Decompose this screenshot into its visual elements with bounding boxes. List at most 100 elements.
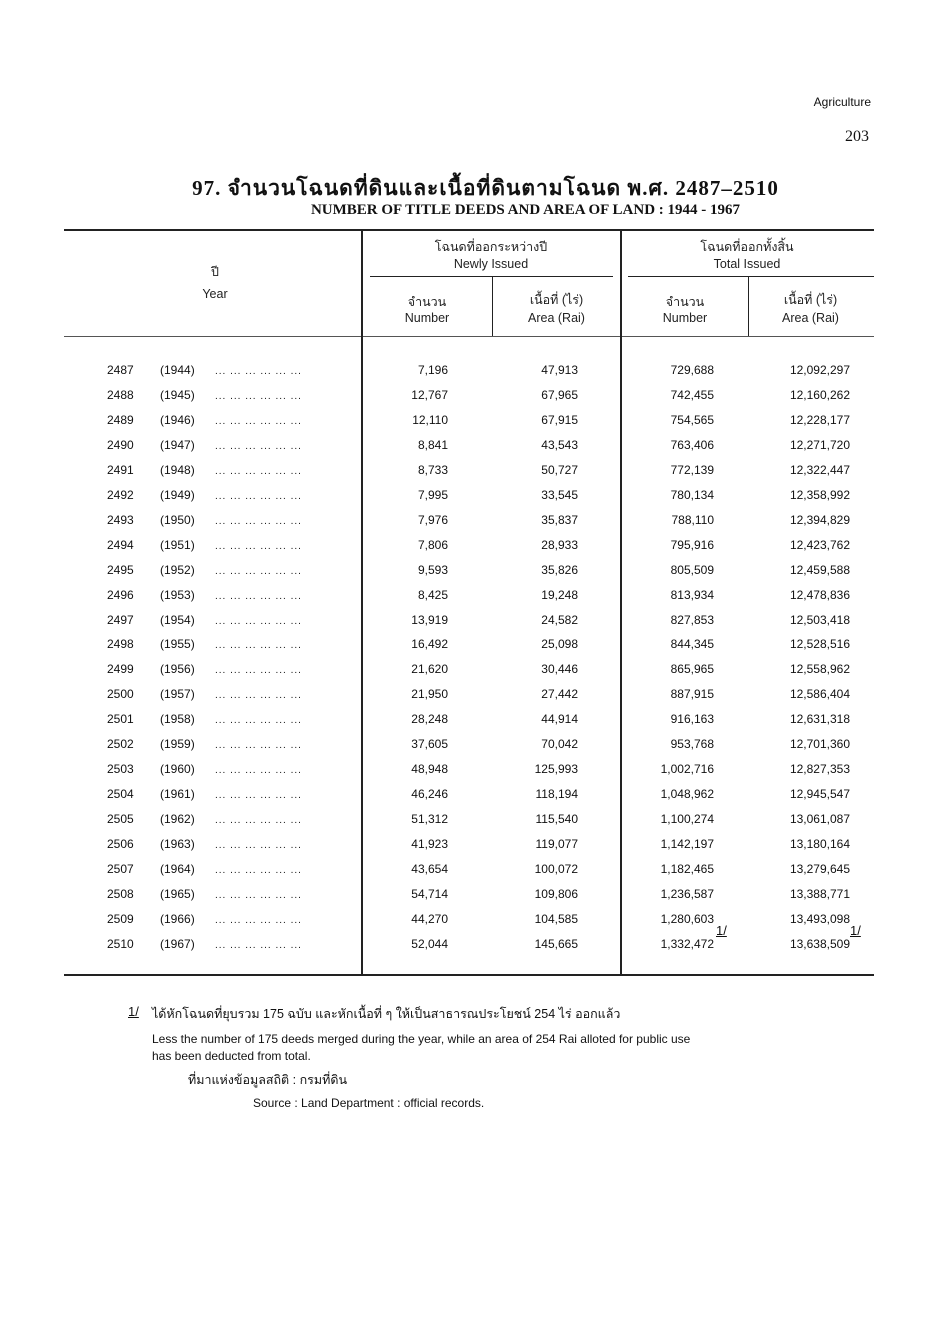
total-number: 763,406 [670,437,714,452]
total-area: 12,558,962 [789,662,850,677]
table-top-rule [64,229,874,231]
leader-dots: ... ... ... ... ... ... [215,515,302,527]
source-thai: ที่มาแห่งข้อมูลสถิติ : กรมที่ดิน [188,1073,348,1087]
year-be: 2498 [107,637,134,652]
total-number: 887,915 [670,687,714,702]
total-area: 12,631,318 [789,712,850,727]
leader-dots: ... ... ... ... ... ... [215,914,302,926]
year-be: 2494 [107,537,134,552]
new-area: 115,540 [535,812,579,827]
column-divider-groups [620,231,622,974]
new-number: 13,919 [411,612,448,627]
year-ad: (1949) [160,487,195,502]
new-number: 8,733 [417,462,448,477]
total-area: 12,459,588 [789,562,850,577]
new-number: 46,246 [411,787,448,802]
year-be: 2504 [107,787,134,802]
new-area: 70,042 [541,737,578,752]
source-english: Source : Land Department : official reco… [253,1096,485,1110]
year-be: 2507 [107,862,134,876]
year-ad: (1955) [160,637,195,652]
new-number: 51,312 [411,812,448,827]
new-number: 12,110 [412,412,448,427]
new-area: 33,545 [541,487,578,502]
total-area: 13,638,509 [789,936,850,951]
table-row: 2501 (1958) ... ... ... ... ... ... 28,248 4… [0,712,941,732]
page-number: 203 [845,128,869,145]
table-row: 2503 (1960) ... ... ... ... ... ... 48,948 1… [0,762,941,782]
leader-dots: ... ... ... ... ... ... [215,490,302,502]
new-area: 145,665 [534,936,578,951]
new-area: 67,915 [541,412,578,427]
table-row: 2498 (1955) ... ... ... ... ... ... 16,492 2… [0,637,941,657]
column-divider-newly [492,277,493,336]
total-number: 788,110 [671,512,715,527]
leader-dots: ... ... ... ... ... ... [215,865,302,876]
leader-dots: ... ... ... ... ... ... [215,765,302,777]
new-area: 47,913 [541,363,578,377]
table-row: 2491 (1948) ... ... ... ... ... ... 8,733 50… [0,463,941,483]
table-row: 2507 (1964) ... ... ... ... ... ... 43,654 1… [0,862,941,882]
table-row: 2494 (1951) ... ... ... ... ... ... 7,806 28… [0,538,941,558]
table-row: 2509 (1966) ... ... ... ... ... ... 44,270 1… [0,912,941,932]
year-be: 2495 [107,562,134,577]
year-be: 2500 [107,687,134,702]
leader-dots: ... ... ... ... ... ... [215,740,302,752]
year-ad: (1947) [160,437,195,452]
table-row: 2496 (1953) ... ... ... ... ... ... 8,425 19… [0,588,941,608]
table-row: 2492 (1949) ... ... ... ... ... ... 7,995 33… [0,488,941,508]
new-area: 30,446 [541,662,578,677]
leader-dots: ... ... ... ... ... ... [215,790,302,802]
total-area: 13,279,645 [789,862,850,876]
year-ad: (1953) [160,587,195,602]
total-number: 1,182,465 [660,862,714,876]
new-area: 35,837 [541,512,578,527]
new-number: 7,806 [417,537,448,552]
year-be: 2491 [107,462,134,477]
new-number: 8,841 [417,437,448,452]
new-area: 50,727 [541,462,578,477]
total-area: 12,503,418 [789,612,850,627]
new-area: 27,442 [541,687,578,702]
leader-dots: ... ... ... ... ... ... [215,366,302,377]
new-number: 43,654 [411,862,448,876]
table-row: 2508 (1965) ... ... ... ... ... ... 54,714 1… [0,887,941,907]
year-be: 2496 [107,587,134,602]
year-be: 2505 [107,812,134,827]
total-number-header-thai: จำนวน [665,295,705,309]
year-be: 2502 [107,737,134,752]
total-area: 12,394,829 [789,512,850,527]
total-area: 12,322,447 [789,462,850,477]
new-number: 7,976 [417,512,448,527]
leader-dots: ... ... ... ... ... ... [215,690,302,702]
header-bottom-rule [64,336,874,337]
total-area: 12,160,262 [789,387,850,402]
year-ad: (1956) [160,662,195,677]
year-ad: (1963) [160,837,195,852]
new-number: 54,714 [411,886,448,901]
total-area: 12,358,992 [789,487,850,502]
new-number: 8,425 [417,587,448,602]
new-area: 28,933 [541,537,578,552]
year-ad: (1960) [160,762,195,777]
new-area: 35,826 [541,562,578,577]
leader-dots: ... ... ... ... ... ... [215,590,302,602]
leader-dots: ... ... ... ... ... ... [215,815,302,827]
year-ad: (1967) [160,936,195,951]
table-row: 2497 (1954) ... ... ... ... ... ... 13,919 2… [0,613,941,633]
table-row: 2510 (1967) ... ... ... ... ... ... 52,044 1… [0,923,941,957]
total-number: 844,345 [670,637,714,652]
total-area: 12,478,836 [789,587,850,602]
total-area: 13,388,771 [789,886,850,901]
newly-issued-header-thai: โฉนดที่ออกระหว่างปี [434,240,548,254]
footnote-english-line2: has been deducted from total. [152,1049,311,1063]
total-area-footnote-mark: 1/ [850,922,861,938]
footnote-mark: 1/ [128,1004,139,1019]
new-area: 109,806 [534,886,578,901]
year-ad: (1957) [160,687,195,702]
total-number: 1,142,197 [660,837,714,852]
leader-dots: ... ... ... ... ... ... [215,390,302,402]
year-ad: (1966) [160,911,195,926]
year-ad: (1946) [160,412,195,427]
total-number: 865,965 [670,662,714,677]
